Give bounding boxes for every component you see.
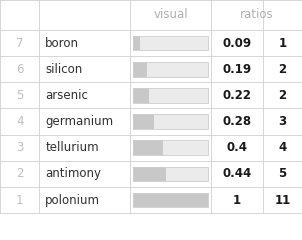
Text: 1: 1 [278, 36, 286, 50]
Bar [133, 36, 208, 50]
Text: 5: 5 [278, 167, 287, 180]
Text: 6: 6 [16, 63, 23, 76]
Text: 1: 1 [233, 193, 241, 207]
Bar [133, 62, 208, 77]
Text: arsenic: arsenic [45, 89, 88, 102]
Bar [133, 114, 208, 129]
Bar [133, 114, 154, 129]
Bar [133, 167, 208, 181]
Bar [133, 193, 208, 207]
Bar [133, 36, 140, 50]
Text: antimony: antimony [45, 167, 101, 180]
Text: 11: 11 [274, 193, 291, 207]
Bar [133, 62, 147, 77]
Text: 4: 4 [16, 115, 23, 128]
Text: germanium: germanium [45, 115, 114, 128]
Text: 0.09: 0.09 [223, 36, 252, 50]
Bar [133, 36, 208, 50]
Bar [133, 193, 208, 207]
Text: 2: 2 [278, 63, 286, 76]
Text: 5: 5 [16, 89, 23, 102]
Text: tellurium: tellurium [45, 141, 99, 154]
Text: 4: 4 [278, 141, 287, 154]
Text: ratios: ratios [240, 8, 274, 22]
Text: 1: 1 [16, 193, 23, 207]
Bar [133, 114, 208, 129]
Bar [133, 140, 208, 155]
Text: 2: 2 [16, 167, 23, 180]
Bar [133, 140, 208, 155]
Bar [133, 88, 208, 103]
Bar [133, 140, 163, 155]
Text: 7: 7 [16, 36, 23, 50]
Text: 3: 3 [16, 141, 23, 154]
Bar [133, 88, 208, 103]
Bar [133, 167, 166, 181]
Bar [133, 88, 149, 103]
Bar [133, 193, 208, 207]
Text: 0.22: 0.22 [223, 89, 252, 102]
Text: 3: 3 [278, 115, 286, 128]
Text: 0.4: 0.4 [226, 141, 248, 154]
Text: 2: 2 [278, 89, 286, 102]
Text: polonium: polonium [45, 193, 100, 207]
Text: boron: boron [45, 36, 79, 50]
Text: visual: visual [153, 8, 188, 22]
Text: 0.19: 0.19 [223, 63, 252, 76]
Text: 0.28: 0.28 [223, 115, 252, 128]
Text: silicon: silicon [45, 63, 82, 76]
Text: 0.44: 0.44 [223, 167, 252, 180]
Bar [133, 62, 208, 77]
Bar [133, 167, 208, 181]
